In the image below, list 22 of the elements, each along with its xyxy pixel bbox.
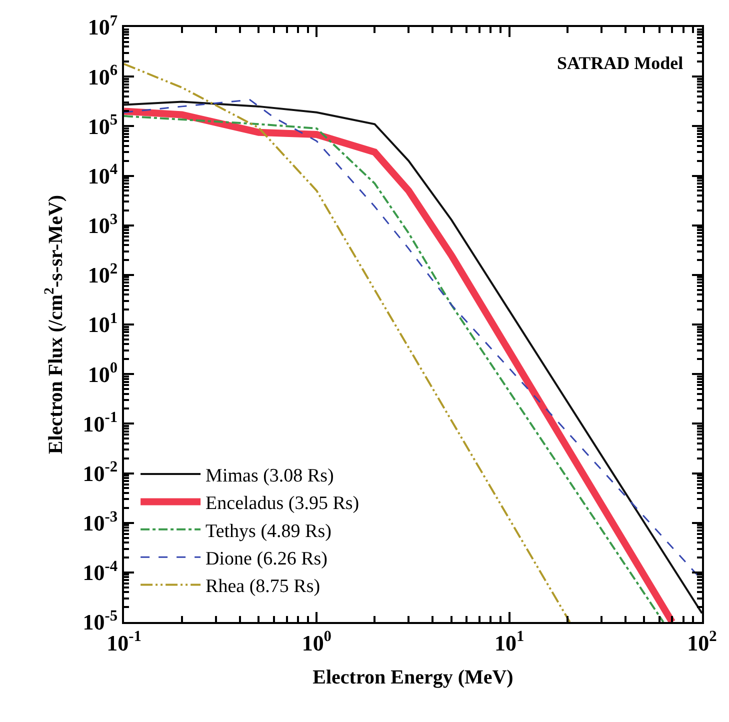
y-tick-label: 10$^{-2}$ [82,458,118,486]
y-tick-label: 10$^{7}$ [88,12,118,40]
x-tick-label: 10$^{0}$ [302,628,332,656]
x-tick-label: 10$^{1}$ [494,628,524,656]
legend-label: Mimas (3.08 Rs) [206,465,334,486]
y-tick-label: 10$^{2}$ [88,260,118,288]
legend-label: Tethys (4.89 Rs) [206,520,332,542]
y-tick-label: 10$^{5}$ [88,112,118,139]
x-axis-title: Electron Energy (MeV) [312,666,514,688]
y-tick-label: 10$^{6}$ [88,62,118,90]
y-tick-label: 10$^{-1}$ [82,409,118,436]
y-tick-label: 10$^{0}$ [88,360,118,387]
y-tick-label: 10$^{1}$ [88,310,118,338]
legend-label: Enceladus (3.95 Rs) [206,493,360,514]
y-tick-label: 10$^{-3}$ [82,508,118,536]
x-tick-label: 10$^{2}$ [687,628,718,656]
y-tick-label: 10$^{4}$ [88,161,118,188]
y-tick-label: 10$^{-4}$ [82,558,118,586]
legend-label: Rhea (8.75 Rs) [206,576,320,598]
y-tick-label: 10$^{3}$ [88,210,118,238]
annotation: SATRAD Model [557,53,684,73]
legend-label: Dione (6.26 Rs) [206,548,328,570]
